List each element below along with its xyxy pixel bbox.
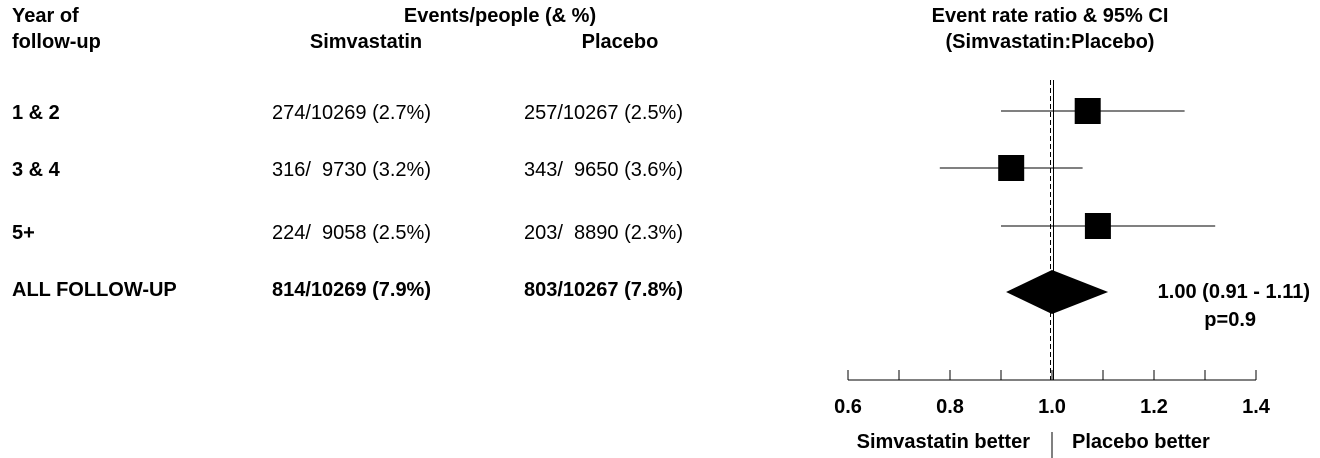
simvastatin-better-label: Simvastatin better <box>856 431 1030 453</box>
placebo-better-label: Placebo better <box>1072 431 1210 453</box>
ratio-title-line2: (Simvastatin:Placebo) <box>945 31 1155 53</box>
x-tick-label: 1.2 <box>1140 396 1168 418</box>
row-label: 5+ <box>12 222 35 244</box>
year-col-header-line1: Year of <box>12 5 79 27</box>
x-tick-label: 0.6 <box>834 396 862 418</box>
x-tick-label: 1.4 <box>1242 396 1271 418</box>
total-p-value: p=0.9 <box>1204 309 1256 331</box>
row-simvastatin-value: 224/ 9058 (2.5%) <box>272 222 431 244</box>
point-estimate-square <box>1084 213 1111 239</box>
row-label: 1 & 2 <box>12 102 60 124</box>
x-tick-label: 1.0 <box>1038 396 1066 418</box>
total-estimate-text: 1.00 (0.91 - 1.11) <box>1157 281 1310 303</box>
total-row-label: ALL FOLLOW-UP <box>12 279 177 301</box>
events-col-title: Events/people (& %) <box>403 5 597 27</box>
total-estimate-diamond <box>1006 270 1109 314</box>
simvastatin-col-header: Simvastatin <box>309 31 423 53</box>
point-estimate-square <box>1074 98 1101 124</box>
row-simvastatin-value: 316/ 9730 (3.2%) <box>272 159 431 181</box>
row-label: 3 & 4 <box>12 159 60 181</box>
row-placebo-value: 343/ 9650 (3.6%) <box>524 159 683 181</box>
point-estimate-square <box>998 155 1025 181</box>
total-placebo-value: 803/10267 (7.8%) <box>524 279 684 301</box>
x-tick-label: 0.8 <box>936 396 964 418</box>
ratio-title-line1: Event rate ratio & 95% CI <box>931 5 1169 27</box>
total-simvastatin-value: 814/10269 (7.9%) <box>272 279 432 301</box>
year-col-header-line2: follow-up <box>12 31 101 53</box>
row-simvastatin-value: 274/10269 (2.7%) <box>272 102 432 124</box>
row-placebo-value: 203/ 8890 (2.3%) <box>524 222 683 244</box>
row-placebo-value: 257/10267 (2.5%) <box>524 102 684 124</box>
placebo-col-header: Placebo <box>581 31 659 53</box>
